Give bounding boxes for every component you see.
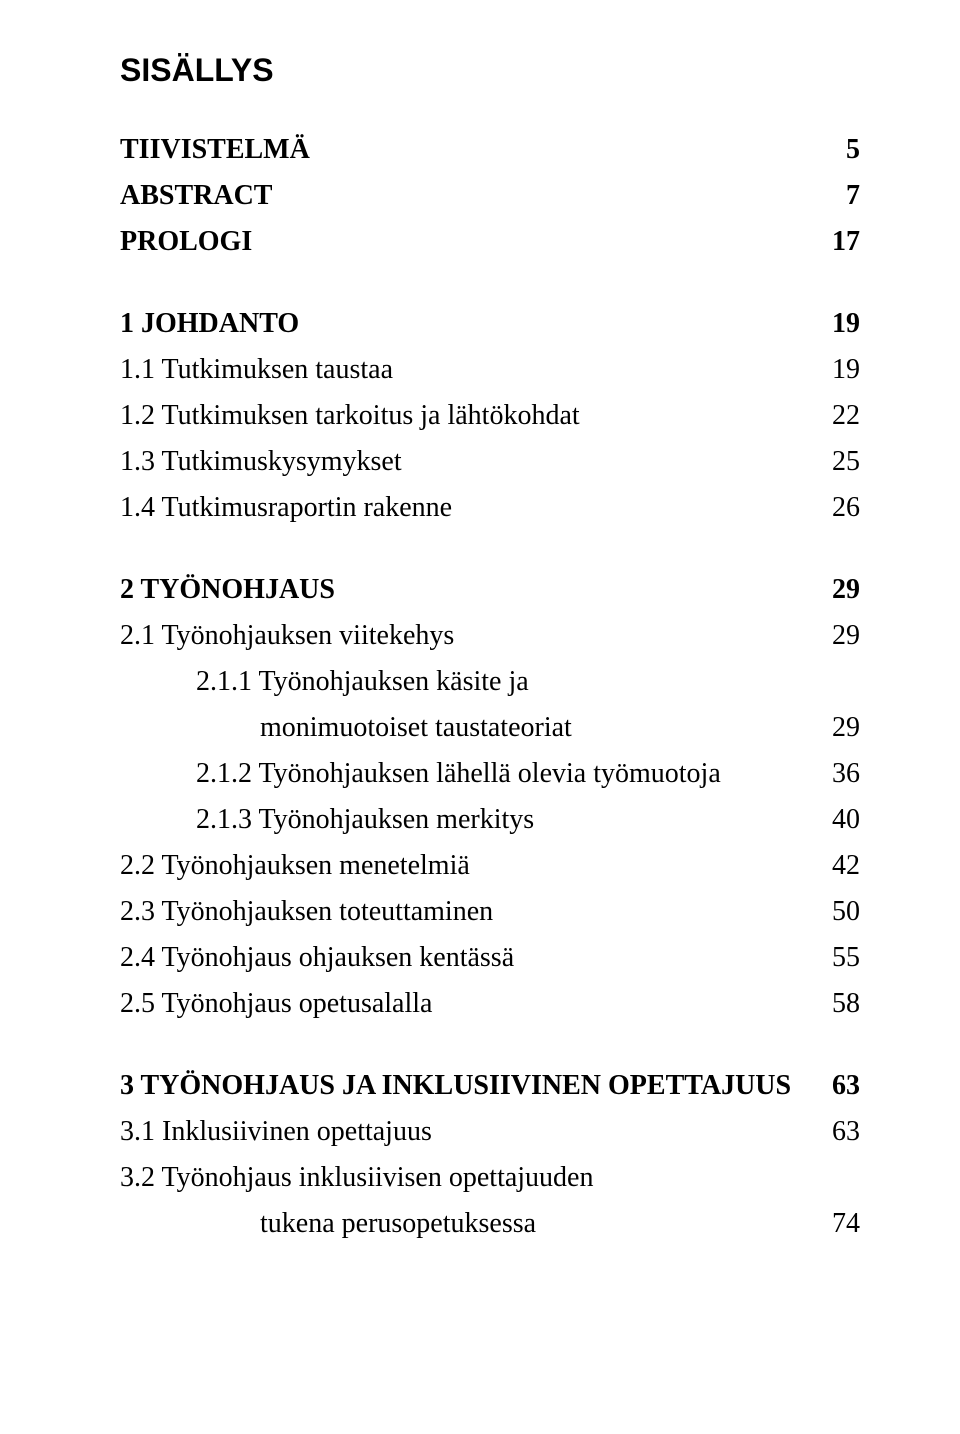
toc-entry: 2.2 Työnohjauksen menetelmiä 42 bbox=[120, 845, 860, 887]
toc-entry-continuation-label: monimuotoiset taustateoriat bbox=[260, 707, 572, 749]
toc-entry: PROLOGI 17 bbox=[120, 221, 860, 263]
toc-entry-page: 22 bbox=[832, 395, 860, 437]
toc-entry-label: 2.5 Työnohjaus opetusalalla bbox=[120, 983, 432, 1025]
toc-entry-label: 2.1.1 Työnohjauksen käsite ja bbox=[196, 661, 529, 703]
toc-entry-page: 55 bbox=[832, 937, 860, 979]
toc-entry-continuation: monimuotoiset taustateoriat 29 bbox=[260, 707, 860, 749]
toc-entry: 1.3 Tutkimuskysymykset 25 bbox=[120, 441, 860, 483]
toc-entry: 1.4 Tutkimusraportin rakenne 26 bbox=[120, 487, 860, 529]
toc-entry-page: 29 bbox=[832, 615, 860, 657]
toc-entry: 2 TYÖNOHJAUS 29 bbox=[120, 569, 860, 611]
toc-entry-continuation: tukena perusopetuksessa 74 bbox=[260, 1203, 860, 1245]
toc-entry-page: 29 bbox=[832, 569, 860, 611]
toc-entry: 1 JOHDANTO 19 bbox=[120, 303, 860, 345]
toc-entry: 2.5 Työnohjaus opetusalalla 58 bbox=[120, 983, 860, 1025]
toc-entry-page: 7 bbox=[846, 175, 860, 217]
toc-entry-label: 3.2 Työnohjaus inklusiivisen opettajuude… bbox=[120, 1157, 593, 1199]
toc-entry-label: 3.1 Inklusiivinen opettajuus bbox=[120, 1111, 432, 1153]
toc-entry-label: 2.1 Työnohjauksen viitekehys bbox=[120, 615, 454, 657]
toc-entry-page: 25 bbox=[832, 441, 860, 483]
toc-entry: 2.1 Työnohjauksen viitekehys 29 bbox=[120, 615, 860, 657]
toc-entry-label: 1.2 Tutkimuksen tarkoitus ja lähtökohdat bbox=[120, 395, 580, 437]
toc-entry-page: 74 bbox=[832, 1203, 860, 1245]
toc-entry-label: ABSTRACT bbox=[120, 175, 272, 217]
toc-entry-page: 19 bbox=[832, 303, 860, 345]
toc-entry: ABSTRACT 7 bbox=[120, 175, 860, 217]
toc-entry-label: PROLOGI bbox=[120, 221, 252, 263]
toc-entry-page: 26 bbox=[832, 487, 860, 529]
toc-entry-page: 63 bbox=[832, 1111, 860, 1153]
toc-entry-label: TIIVISTELMÄ bbox=[120, 129, 310, 171]
toc-entry: 2.4 Työnohjaus ohjauksen kentässä 55 bbox=[120, 937, 860, 979]
toc-entry-label: 2.1.3 Työnohjauksen merkitys bbox=[196, 799, 534, 841]
toc-entry-page: 40 bbox=[832, 799, 860, 841]
toc-entry-label: 1 JOHDANTO bbox=[120, 303, 299, 345]
toc-entry-label: 3 TYÖNOHJAUS JA INKLUSIIVINEN OPETTAJUUS bbox=[120, 1065, 791, 1107]
toc-entry: 1.2 Tutkimuksen tarkoitus ja lähtökohdat… bbox=[120, 395, 860, 437]
toc-entry: 3 TYÖNOHJAUS JA INKLUSIIVINEN OPETTAJUUS… bbox=[120, 1065, 860, 1107]
toc-entry: 1.1 Tutkimuksen taustaa 19 bbox=[120, 349, 860, 391]
toc-entry-label: 2.1.2 Työnohjauksen lähellä olevia työmu… bbox=[196, 753, 721, 795]
toc-entry-label: 2.4 Työnohjaus ohjauksen kentässä bbox=[120, 937, 514, 979]
toc-entry-page: 63 bbox=[832, 1065, 860, 1107]
toc-entry: 3.2 Työnohjaus inklusiivisen opettajuude… bbox=[120, 1157, 860, 1199]
toc-entry: 3.1 Inklusiivinen opettajuus 63 bbox=[120, 1111, 860, 1153]
table-of-contents: TIIVISTELMÄ 5 ABSTRACT 7 PROLOGI 17 1 JOHDANTO… bbox=[120, 129, 860, 1245]
toc-entry-page: 36 bbox=[832, 753, 860, 795]
toc-entry-page: 19 bbox=[832, 349, 860, 391]
toc-entry-continuation-label: tukena perusopetuksessa bbox=[260, 1203, 536, 1245]
toc-entry: 2.3 Työnohjauksen toteuttaminen 50 bbox=[120, 891, 860, 933]
toc-entry-page: 17 bbox=[832, 221, 860, 263]
toc-entry-page: 42 bbox=[832, 845, 860, 887]
toc-entry-label: 1.1 Tutkimuksen taustaa bbox=[120, 349, 393, 391]
toc-entry-label: 1.3 Tutkimuskysymykset bbox=[120, 441, 402, 483]
toc-entry-label: 1.4 Tutkimusraportin rakenne bbox=[120, 487, 452, 529]
toc-entry-page: 50 bbox=[832, 891, 860, 933]
toc-entry-label: 2.2 Työnohjauksen menetelmiä bbox=[120, 845, 470, 887]
toc-entry: 2.1.1 Työnohjauksen käsite ja bbox=[196, 661, 860, 703]
page-title: SISÄLLYS bbox=[120, 52, 860, 89]
toc-entry-page: 58 bbox=[832, 983, 860, 1025]
toc-entry-page: 5 bbox=[846, 129, 860, 171]
toc-entry-label: 2.3 Työnohjauksen toteuttaminen bbox=[120, 891, 493, 933]
toc-entry: 2.1.2 Työnohjauksen lähellä olevia työmu… bbox=[196, 753, 860, 795]
toc-entry: TIIVISTELMÄ 5 bbox=[120, 129, 860, 171]
toc-entry-label: 2 TYÖNOHJAUS bbox=[120, 569, 335, 611]
toc-entry: 2.1.3 Työnohjauksen merkitys 40 bbox=[196, 799, 860, 841]
toc-entry-page: 29 bbox=[832, 707, 860, 749]
